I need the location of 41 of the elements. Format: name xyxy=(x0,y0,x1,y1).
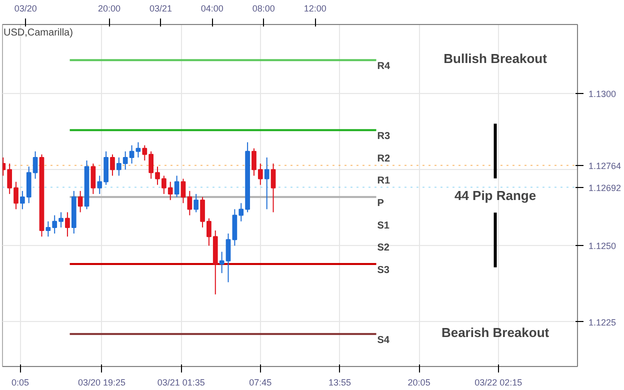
candlestick xyxy=(78,190,83,213)
x-tick-label: 0:05 xyxy=(12,378,30,388)
ref-line-label: 1.12764 xyxy=(588,160,622,171)
annotation: S2 xyxy=(377,242,390,254)
chart-title: USD,Camarilla) xyxy=(4,28,73,38)
candlestick xyxy=(65,212,70,238)
candlestick xyxy=(270,163,276,213)
ref-line-label: R3 xyxy=(377,131,390,142)
ref-line-label: S4 xyxy=(377,334,390,346)
ref-line-label: 1.12692 xyxy=(588,182,622,193)
x-tick-label: 03/21 01:35 xyxy=(157,378,205,388)
annotation: S1 xyxy=(377,220,390,232)
ref-line-label: P xyxy=(377,198,384,210)
x2-tick-label: 03/20 xyxy=(14,4,37,14)
x2-tick-label: 20:00 xyxy=(98,4,121,14)
candlestick xyxy=(174,175,180,198)
x2-tick-label: 04:00 xyxy=(200,4,224,14)
candlestick xyxy=(136,142,141,158)
annotation: R2 xyxy=(377,153,390,164)
x-tick-label: 13:55 xyxy=(328,378,352,388)
candlestick xyxy=(142,144,148,162)
y-tick-label: 1.1300 xyxy=(588,89,616,100)
annotation: R1 xyxy=(377,176,390,187)
ref-line-label: S3 xyxy=(377,264,390,276)
x2-tick-label: 08:00 xyxy=(252,4,275,14)
x-tick-label: 03/22 02:15 xyxy=(474,378,522,388)
x-tick-label: 03/20 19:25 xyxy=(78,378,126,388)
annotation: 44 Pip Range xyxy=(454,188,536,203)
y-tick-label: 1.1250 xyxy=(588,241,616,252)
ref-line-label: R4 xyxy=(377,61,390,72)
x2-tick-label: 12:00 xyxy=(304,4,326,14)
candlestick xyxy=(110,154,115,176)
y-tick-label: 1.1225 xyxy=(588,317,616,328)
x-tick-label: 20:05 xyxy=(408,378,430,388)
x2-tick-label: 03/21 xyxy=(149,4,172,14)
candlestick xyxy=(194,193,199,213)
x-tick-label: 07:45 xyxy=(249,378,272,388)
annotation: Bullish Breakout xyxy=(444,51,548,66)
candlestick xyxy=(264,156,270,210)
annotation: Bearish Breakout xyxy=(441,324,550,340)
candlestick xyxy=(90,163,96,194)
